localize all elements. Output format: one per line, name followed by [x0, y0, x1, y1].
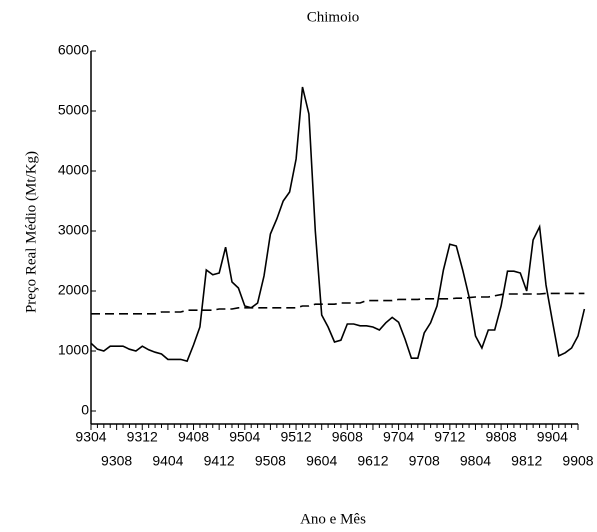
chart-title: Chimoio: [307, 9, 360, 25]
x-tick-label: 9604: [306, 453, 337, 469]
x-tick-label: 9608: [332, 429, 363, 445]
x-tick-label: 9312: [127, 429, 158, 445]
x-tick-label: 9908: [562, 453, 593, 469]
data-line: [90, 86, 586, 363]
x-tick-label: 9308: [101, 453, 132, 469]
y-tick-label: 2000: [58, 282, 89, 298]
x-tick-label: 9304: [75, 429, 106, 445]
y-tick-label: 1000: [58, 342, 89, 358]
x-tick-label: 9612: [357, 453, 388, 469]
data-line: [91, 292, 585, 315]
x-tick-label: 9508: [255, 453, 286, 469]
x-tick-label: 9704: [383, 429, 414, 445]
y-tick-label: 4000: [58, 162, 89, 178]
x-tick-label: 9512: [280, 429, 311, 445]
y-tick-label: 3000: [58, 222, 89, 238]
x-tick-label: 9412: [204, 453, 235, 469]
x-tick-label: 9808: [486, 429, 517, 445]
x-tick-label: 9708: [409, 453, 440, 469]
y-tick-label: 0: [81, 402, 89, 418]
x-tick-label: 9408: [178, 429, 209, 445]
x-tick-label: 9804: [460, 453, 491, 469]
y-tick-label: 6000: [58, 42, 89, 58]
x-tick-label: 9712: [434, 429, 465, 445]
y-axis-label: Preço Real Médio (Mt/Kg): [23, 151, 39, 313]
x-tick-label: 9812: [511, 453, 542, 469]
x-axis-label: Ano e Mês: [300, 511, 366, 527]
x-tick-label: 9904: [537, 429, 568, 445]
x-tick-label: 9504: [229, 429, 260, 445]
x-tick-label: 9404: [152, 453, 183, 469]
y-tick-label: 5000: [58, 102, 89, 118]
